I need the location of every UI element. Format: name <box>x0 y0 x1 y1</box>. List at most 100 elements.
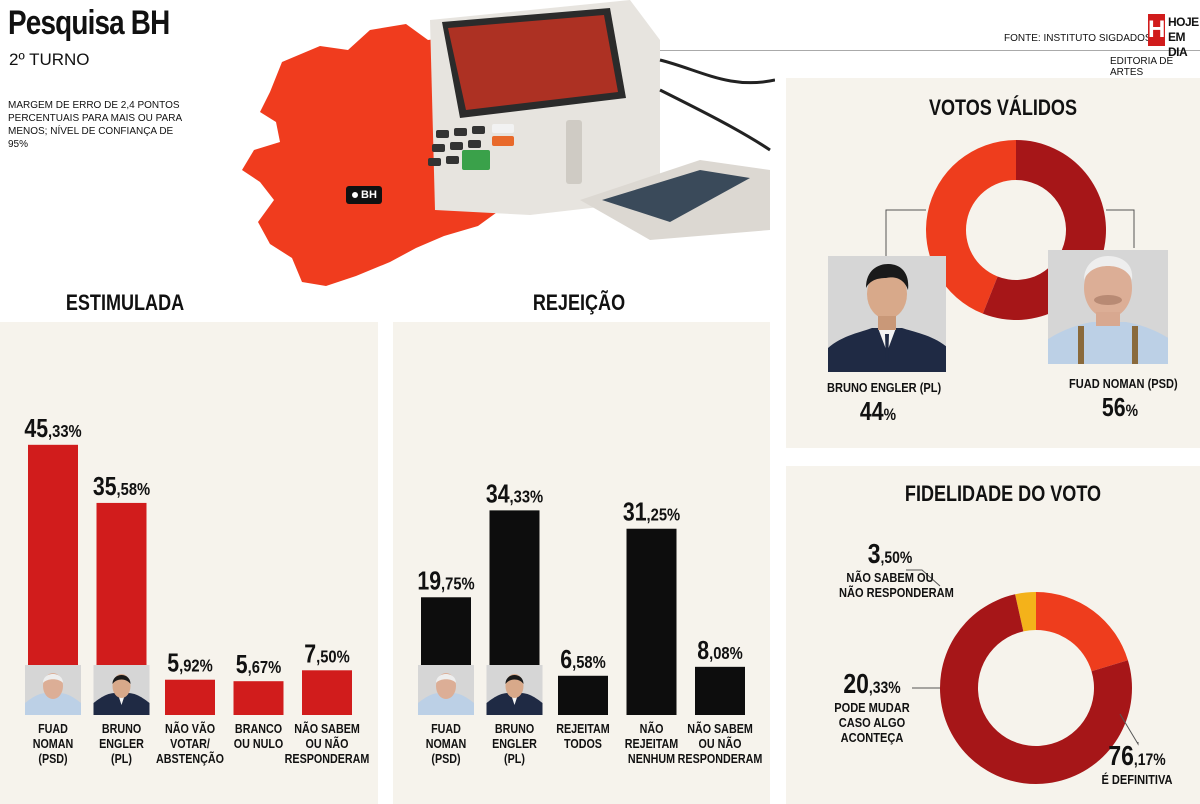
estimulada-category-label: VOTAR/ <box>170 737 210 751</box>
rejeicao-category-label: REJEITAM <box>556 722 609 736</box>
fidelidade-slice <box>1036 592 1128 672</box>
rejeicao-panel <box>393 322 770 804</box>
fid-text-pode-mudar: PODE MUDAR CASO ALGO ACONTEÇA <box>834 700 910 745</box>
rejeicao-data-label: 6,58% <box>560 645 606 675</box>
page-title: Pesquisa BH <box>8 4 170 42</box>
estimulada-category-label: (PSD) <box>38 752 67 766</box>
estimulada-data-label: 5,92% <box>167 649 213 679</box>
map-and-ballot-machine-illustration <box>242 0 775 286</box>
bruno-engler-percentage: 44% <box>859 396 897 426</box>
fuad-noman-photo <box>1048 250 1168 364</box>
rejeicao-data-label: 31,25% <box>623 498 681 528</box>
publisher-logo: H HOJE EM DIA <box>1148 14 1199 59</box>
bruno-engler-photo <box>828 256 946 372</box>
rejeicao-category-label: (PSD) <box>431 752 460 766</box>
estimulada-bar <box>165 679 215 715</box>
fid-text-nao-sabem: NÃO SABEM OU NÃO RESPONDERAM <box>839 570 954 600</box>
estimulada-category-label: OU NÃO <box>306 737 349 751</box>
fid-label-pode-mudar: 20,33% PODE MUDAR CASO ALGO ACONTEÇA <box>812 668 932 745</box>
rejeicao-category-label: NÃO <box>640 722 664 736</box>
logo-mark: H <box>1148 14 1165 46</box>
estimulada-data-label: 5,67% <box>236 650 282 680</box>
margin-of-error-note: MARGEM DE ERRO DE 2,4 PONTOS PERCENTUAIS… <box>8 100 182 150</box>
rejeicao-category-label: REJEITAM <box>625 737 678 751</box>
fuad-noman-label: FUAD NOMAN (PSD) <box>1069 376 1178 391</box>
estimulada-title: ESTIMULADA <box>65 290 185 315</box>
estimulada-category-label: ENGLER <box>99 737 144 751</box>
estimulada-candidate-photo <box>93 665 150 715</box>
fidelidade-slice <box>940 594 1132 784</box>
estimulada-data-label: 7,50% <box>304 639 350 669</box>
rejeicao-candidate-photo <box>486 665 543 715</box>
estimulada-data-label: 35,58% <box>93 472 151 502</box>
rejeicao-bar <box>626 528 677 715</box>
estimulada-category-label: BRANCO <box>235 722 282 736</box>
rejeicao-data-label: 8,08% <box>697 636 743 666</box>
estimulada-category-label: FUAD <box>38 722 68 736</box>
fid-pct-definitiva: 76,17% <box>1108 740 1166 771</box>
fid-pct-pode-mudar: 20,33% <box>843 668 901 699</box>
fidelidade-slice <box>1015 592 1036 632</box>
rejeicao-category-label: ENGLER <box>492 737 537 751</box>
estimulada-category-label: NÃO VÃO <box>165 722 215 736</box>
estimulada-candidate-photo <box>25 665 81 715</box>
page-subtitle: 2º TURNO <box>9 50 90 69</box>
editorial-credit: EDITORIA DE ARTES <box>1110 56 1174 78</box>
logo-text: HOJE EM DIA <box>1168 15 1199 59</box>
rejeicao-category-label: BRUNO <box>495 722 534 736</box>
estimulada-category-label: RESPONDERAM <box>285 752 370 766</box>
fid-pct-nao-sabem: 3,50% <box>867 538 913 569</box>
votos-slice <box>926 140 1016 314</box>
rejeicao-category-label: NOMAN <box>426 737 467 751</box>
bruno-engler-label: BRUNO ENGLER (PL) <box>827 380 942 395</box>
source-credit: FONTE: INSTITUTO SIGDADOS <box>1004 33 1152 44</box>
fid-text-definitiva: É DEFINITIVA <box>1101 772 1173 787</box>
fidelidade-donut <box>906 569 1139 784</box>
rejeicao-bar <box>695 666 745 715</box>
header-rule <box>660 50 1200 51</box>
rejeicao-category-label: RESPONDERAM <box>678 752 763 766</box>
ballot-machine <box>428 0 775 240</box>
estimulada-category-label: (PL) <box>111 752 132 766</box>
estimulada-category-label: OU NULO <box>234 737 284 751</box>
rejeicao-data-label: 34,33% <box>486 479 544 509</box>
rejeicao-bar <box>558 675 608 715</box>
fid-label-definitiva: 76,17% É DEFINITIVA <box>1082 740 1192 787</box>
fid-leader-line <box>906 569 941 587</box>
rejeicao-title: REJEIÇÃO <box>532 290 626 315</box>
rejeicao-category-label: TODOS <box>564 737 602 751</box>
rejeicao-category-label: FUAD <box>431 722 461 736</box>
votos-leader-line <box>885 209 926 256</box>
rejeicao-candidate-photo <box>418 665 474 715</box>
estimulada-category-label: NOMAN <box>33 737 74 751</box>
rejeicao-category-label: NENHUM <box>628 752 675 766</box>
bh-location-marker: BH <box>346 186 382 204</box>
rejeicao-category-label: (PL) <box>504 752 525 766</box>
estimulada-bar <box>233 681 284 715</box>
location-dot-icon <box>350 190 360 200</box>
estimulada-data-label: 45,33% <box>24 414 82 444</box>
votos-validos-title: VOTOS VÁLIDOS <box>928 95 1078 120</box>
estimulada-bar <box>302 670 352 715</box>
estimulada-category-label: NÃO SABEM <box>294 722 360 736</box>
fuad-noman-percentage: 56% <box>1101 392 1139 422</box>
fid-label-nao-sabem: 3,50% NÃO SABEM OU NÃO RESPONDERAM <box>830 538 954 600</box>
rejeicao-data-label: 19,75% <box>417 566 475 596</box>
estimulada-category-label: BRUNO <box>102 722 141 736</box>
rejeicao-category-label: NÃO SABEM <box>687 722 753 736</box>
fidelidade-title: FIDELIDADE DO VOTO <box>904 481 1102 506</box>
estimulada-category-label: ABSTENÇÃO <box>156 752 224 766</box>
votos-leader-line <box>1106 209 1135 248</box>
